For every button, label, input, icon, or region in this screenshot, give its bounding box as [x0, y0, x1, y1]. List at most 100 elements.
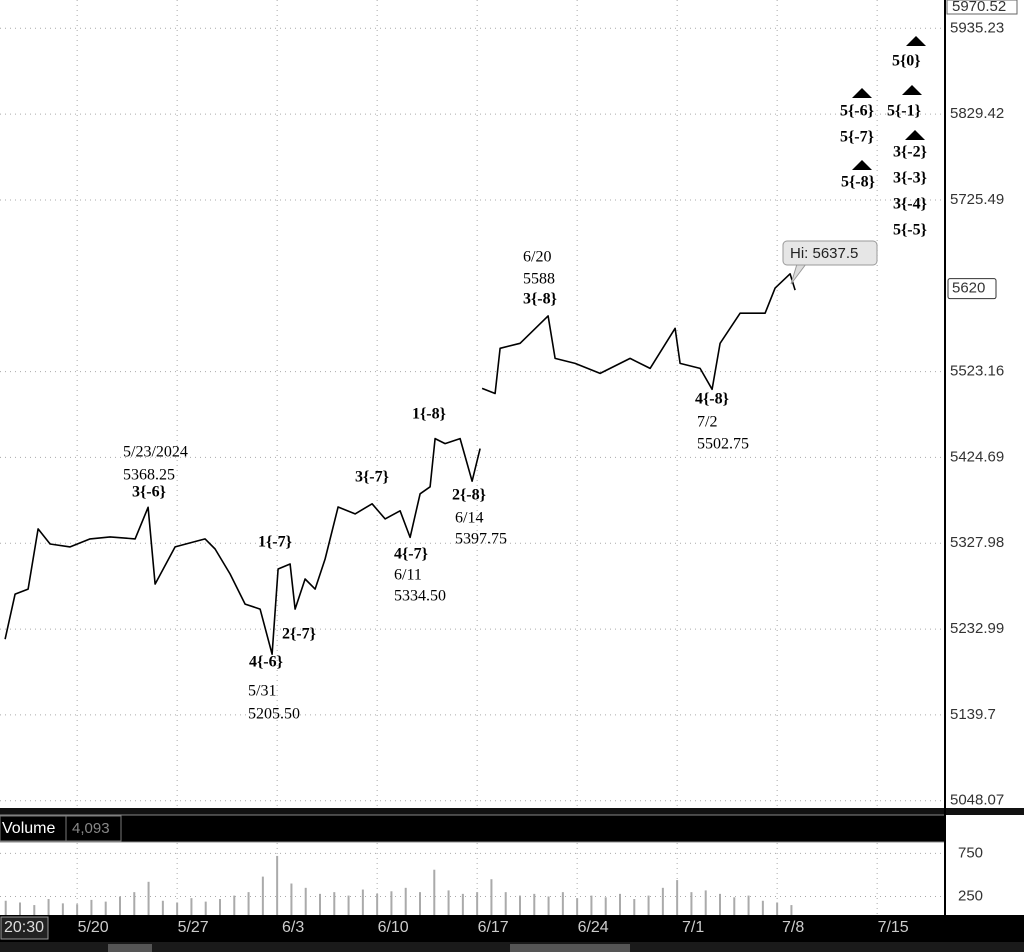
plot	[4, 273, 796, 655]
y-tick-label: 5725.49	[950, 191, 1004, 208]
x-tick-label: 6/10	[378, 919, 409, 936]
y-tick-label: 5232.99	[950, 620, 1004, 637]
x-tick-label: 7/8	[782, 919, 804, 936]
wave-label: 5588	[523, 271, 555, 288]
volume-bar	[761, 900, 764, 918]
volume-bar	[376, 893, 379, 918]
x-tick-label: 5/27	[178, 919, 209, 936]
volume-bar	[176, 902, 179, 918]
x-tick-label: 7/1	[682, 919, 704, 936]
volume-bar	[304, 887, 307, 918]
last-price-box	[947, 278, 997, 300]
annotations: 5048.07 5139.7 5232.99 5327.98 5424.69 5523.1…	[123, 19, 1004, 808]
x-axis: 5/20 5/27 6/3 6/10 6/17 6/24 7/1 7/8 7/15	[78, 919, 909, 936]
volume-bar	[504, 892, 507, 918]
wave-label: 6/11	[394, 567, 422, 584]
hi-bubble	[782, 240, 878, 266]
price-line	[4, 273, 796, 655]
volume-bar	[576, 898, 579, 918]
volume-header	[0, 814, 946, 843]
wave-label: 3{-6}	[132, 484, 166, 501]
volume-bar	[533, 893, 536, 918]
volume-bar	[519, 895, 521, 918]
volume-pane: 250 750	[0, 844, 983, 918]
scroll-thumb[interactable]	[108, 944, 152, 952]
volume-bar	[404, 887, 407, 918]
volume-bar	[147, 881, 150, 918]
wave-label: 5/31	[248, 683, 276, 700]
volume-bar	[276, 855, 279, 918]
wave-label: 5/23/2024	[123, 444, 188, 461]
max-label: 5970.52	[952, 0, 1006, 15]
volume-bar	[47, 899, 50, 918]
wave-label: 3{-4}	[893, 196, 927, 213]
volume-bar	[261, 876, 264, 918]
volume-bar	[476, 892, 479, 918]
x-tick-label: 7/15	[878, 919, 909, 936]
wave-label: 4{-7}	[394, 546, 428, 563]
volume-bar	[647, 895, 650, 918]
volume-bar	[290, 883, 293, 918]
volume-label: Volume	[2, 820, 55, 837]
wave-label: 7/2	[697, 414, 717, 431]
volume-bar	[447, 890, 450, 918]
y-tick-label: 5829.42	[950, 105, 1004, 122]
volume-bar	[433, 869, 436, 918]
marker-triangle	[902, 85, 922, 95]
wave-label: 5{-1}	[887, 103, 921, 120]
volume-bar	[247, 892, 250, 918]
volume-bar	[704, 890, 707, 918]
volume-bar	[33, 905, 36, 918]
volume-bar	[319, 893, 321, 918]
wave-label: 2{-8}	[452, 487, 486, 504]
hi-label: Hi: 5637.5	[790, 245, 858, 262]
volume-bar	[633, 899, 636, 918]
wave-label: 5334.50	[394, 588, 446, 605]
volume-bar	[76, 904, 79, 918]
last-price: 5620	[952, 280, 985, 297]
wave-label: 6/14	[455, 510, 483, 527]
volume-bar	[119, 896, 121, 918]
volume-bar	[490, 879, 493, 918]
volume-bar	[690, 892, 693, 918]
volume-bar	[419, 892, 421, 918]
volume-tick-label: 250	[958, 887, 983, 904]
volume-bar	[619, 893, 621, 918]
marker-triangle	[906, 36, 926, 46]
wave-label: 5{-5}	[893, 222, 927, 239]
volume-bar	[590, 895, 593, 918]
wave-label: 5502.75	[697, 436, 749, 453]
volume-bar	[104, 901, 107, 918]
volume-bar	[733, 897, 736, 918]
marker-triangle	[852, 160, 872, 170]
x-tick-label: 6/24	[578, 919, 609, 936]
volume-bar	[204, 901, 207, 918]
volume-last: 4,093	[72, 820, 110, 837]
scroll-range[interactable]	[510, 944, 630, 952]
volume-bar	[661, 887, 664, 918]
wave-label: 2{-7}	[282, 626, 316, 643]
volume-bar	[361, 889, 364, 918]
wave-label: 3{-2}	[893, 144, 927, 161]
y-tick-label: 5424.69	[950, 448, 1004, 465]
volume-bar	[561, 892, 564, 918]
volume-bar	[790, 905, 793, 918]
volume-value-box	[65, 815, 122, 842]
volume-bar	[90, 899, 93, 918]
wave-label: 3{-8}	[523, 291, 557, 308]
wave-label: 5368.25	[123, 467, 175, 484]
wave-label: 4{-6}	[249, 654, 283, 671]
volume-bar	[161, 900, 164, 918]
wave-label: 5397.75	[455, 531, 507, 548]
wave-label: 5205.50	[248, 706, 300, 723]
volume-bar	[133, 892, 136, 918]
volume-bar	[747, 895, 750, 918]
y-tick-label: 5935.23	[950, 19, 1004, 36]
wave-label: 1{-8}	[412, 406, 446, 423]
volume-bar	[19, 902, 21, 918]
x-tick-label: 6/3	[282, 919, 304, 936]
marker-triangle	[905, 130, 925, 140]
pane-separator	[0, 808, 1024, 815]
volume-bar	[461, 893, 464, 918]
